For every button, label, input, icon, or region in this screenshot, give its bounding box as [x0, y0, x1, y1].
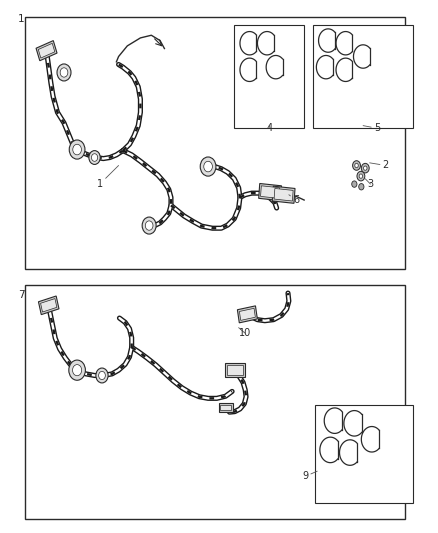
- Circle shape: [69, 360, 85, 380]
- Text: 7: 7: [18, 290, 25, 301]
- Circle shape: [355, 164, 358, 167]
- Circle shape: [357, 171, 365, 181]
- FancyBboxPatch shape: [38, 43, 55, 58]
- Bar: [234, 25, 304, 128]
- Text: 1: 1: [18, 14, 25, 24]
- FancyBboxPatch shape: [274, 189, 293, 201]
- FancyBboxPatch shape: [240, 308, 255, 320]
- FancyBboxPatch shape: [226, 366, 243, 375]
- FancyBboxPatch shape: [41, 298, 57, 312]
- Text: 10: 10: [239, 328, 251, 338]
- Bar: [25, 17, 405, 269]
- FancyBboxPatch shape: [261, 186, 279, 198]
- FancyBboxPatch shape: [36, 41, 57, 61]
- Circle shape: [73, 365, 81, 376]
- Circle shape: [145, 221, 153, 230]
- Circle shape: [204, 161, 212, 172]
- Circle shape: [57, 64, 71, 81]
- FancyBboxPatch shape: [225, 364, 244, 377]
- FancyBboxPatch shape: [259, 183, 282, 200]
- FancyBboxPatch shape: [39, 296, 59, 314]
- Circle shape: [89, 151, 100, 165]
- Circle shape: [364, 166, 367, 170]
- Circle shape: [69, 140, 85, 159]
- Text: 1: 1: [97, 165, 119, 189]
- Circle shape: [96, 368, 108, 383]
- Text: 5: 5: [363, 123, 380, 133]
- Circle shape: [361, 164, 369, 173]
- Circle shape: [92, 154, 98, 161]
- FancyBboxPatch shape: [272, 186, 295, 203]
- Circle shape: [359, 183, 364, 190]
- Text: 3: 3: [365, 179, 374, 189]
- FancyBboxPatch shape: [220, 405, 231, 410]
- Circle shape: [142, 217, 156, 234]
- Text: 4: 4: [267, 123, 273, 133]
- Text: 2: 2: [370, 160, 389, 171]
- Text: 9: 9: [302, 471, 317, 481]
- Text: 6: 6: [289, 195, 299, 205]
- FancyBboxPatch shape: [237, 306, 258, 323]
- Bar: [313, 25, 413, 128]
- Circle shape: [353, 161, 360, 170]
- Circle shape: [352, 181, 357, 187]
- FancyBboxPatch shape: [219, 402, 233, 412]
- Circle shape: [73, 144, 81, 155]
- Circle shape: [359, 174, 363, 178]
- Circle shape: [99, 372, 106, 379]
- Bar: [25, 285, 405, 519]
- Circle shape: [200, 157, 216, 176]
- Bar: [315, 405, 413, 503]
- Circle shape: [60, 68, 68, 77]
